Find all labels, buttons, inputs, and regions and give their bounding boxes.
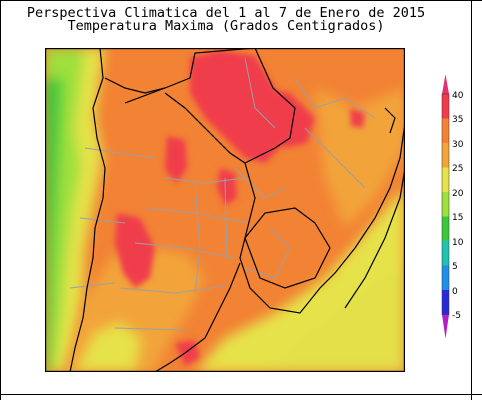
colorbar-tick-label: 5 — [452, 262, 458, 272]
andes-cool-zone — [45, 48, 105, 372]
temperature-map — [45, 48, 405, 372]
colorbar-band — [442, 265, 449, 291]
colorbar-tick-label: 20 — [452, 188, 464, 199]
colorbar-outline — [441, 93, 450, 315]
colorbar — [441, 74, 450, 339]
map-title: Perspectiva Climatica del 1 al 7 de Ener… — [26, 5, 426, 21]
south-mild-zone — [65, 88, 405, 372]
colorbar-tick-label: 25 — [452, 164, 464, 174]
map-border — [45, 48, 405, 372]
colorbar-band — [442, 192, 449, 217]
colorbar-band — [442, 216, 449, 242]
colorbar-band — [442, 167, 449, 193]
colorbar-tick-label: 35 — [452, 115, 464, 125]
map-subtitle: Temperatura Maxima (Grados Centigrados) — [67, 18, 385, 34]
colorbar-tick-label: 40 — [452, 90, 464, 101]
province-boundaries — [69, 57, 376, 331]
colorbar-band — [442, 143, 449, 168]
colorbar-band — [442, 94, 449, 119]
colorbar-band — [442, 241, 449, 266]
colorbar-tick-label: -5 — [452, 311, 461, 321]
hot-zones-35-40 — [115, 50, 365, 366]
colorbar-band — [442, 118, 449, 144]
colorbar-tick-label: 0 — [452, 286, 458, 297]
colorbar-top-arrow — [442, 74, 449, 94]
colorbar-tick-label: 30 — [452, 139, 464, 150]
coast-yellow-zone — [195, 188, 405, 372]
colorbar-tick-label: 15 — [452, 213, 464, 223]
colorbar-bottom-arrow — [442, 314, 449, 339]
country-borders — [69, 48, 405, 372]
colorbar-band — [442, 290, 449, 315]
colorbar-tick-label: 10 — [452, 237, 464, 248]
